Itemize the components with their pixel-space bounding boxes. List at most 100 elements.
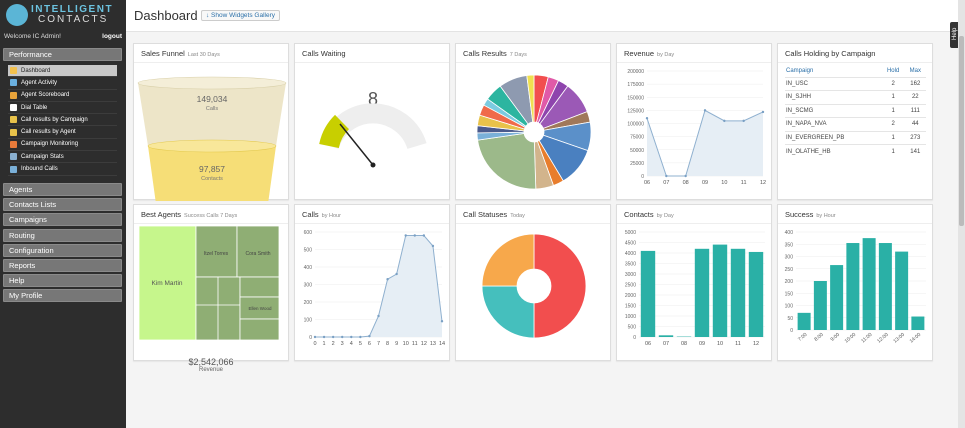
bar bbox=[830, 265, 844, 330]
nav-section[interactable]: Campaigns bbox=[3, 213, 122, 227]
data-point bbox=[350, 335, 353, 339]
pie-slice bbox=[481, 285, 535, 339]
pie-slice bbox=[533, 233, 587, 339]
x-tick-label: 7:00 bbox=[797, 332, 808, 343]
x-tick-label: 9 bbox=[395, 341, 398, 347]
bar bbox=[846, 243, 860, 330]
brand-line2: CONTACTS bbox=[38, 14, 109, 25]
y-tick-label: 100 bbox=[304, 318, 313, 324]
table-cell: IN_USC bbox=[785, 76, 882, 91]
y-tick-label: 3000 bbox=[625, 272, 636, 278]
data-point bbox=[413, 234, 416, 237]
y-tick-label: 100000 bbox=[627, 122, 644, 128]
table-cell: 1 bbox=[881, 144, 905, 158]
table-header[interactable]: Max bbox=[909, 68, 921, 75]
nav-section[interactable]: Configuration bbox=[3, 243, 122, 257]
widget-title: Sales Funnel Last 30 Days bbox=[141, 49, 220, 58]
y-tick-label: 2500 bbox=[625, 283, 636, 289]
data-point bbox=[341, 335, 344, 339]
y-tick-label: 4500 bbox=[625, 241, 636, 247]
nav-section[interactable]: Agents bbox=[3, 183, 122, 196]
table-icon bbox=[10, 104, 17, 112]
table-cell: 162 bbox=[904, 76, 926, 91]
nav-section[interactable]: Routing bbox=[3, 228, 122, 242]
bar bbox=[694, 248, 710, 337]
x-tick-label: 11 bbox=[412, 341, 418, 347]
widget-title: Contacts by Day bbox=[624, 210, 674, 219]
table-header[interactable]: Campaign bbox=[786, 68, 814, 75]
x-tick-label: 3 bbox=[341, 341, 344, 347]
nav-section[interactable]: Reports bbox=[3, 259, 122, 272]
scrollbar-thumb[interactable] bbox=[959, 36, 964, 226]
nav-sub-item[interactable]: Call results by Campaign bbox=[8, 114, 117, 127]
funnel-calls-label: Calls bbox=[206, 106, 218, 112]
widget-title: Calls Holding by Campaign bbox=[785, 49, 876, 58]
nav-sub-item[interactable]: Inbound Calls bbox=[8, 163, 117, 176]
nav-section[interactable]: Contacts Lists bbox=[3, 198, 122, 212]
nav-sub-item[interactable]: Dashboard bbox=[8, 65, 117, 78]
nav-sub-item[interactable]: Agent Activity bbox=[8, 77, 117, 90]
y-tick-label: 150 bbox=[785, 291, 794, 297]
bar bbox=[911, 316, 925, 330]
x-tick-label: 14:00 bbox=[909, 332, 923, 345]
table-row: IN_USC 2 162 bbox=[785, 76, 926, 91]
table-cell: IN_NAPA_NVA bbox=[785, 117, 882, 131]
x-tick-label: 08 bbox=[683, 180, 689, 186]
waiting-value: 8 bbox=[368, 89, 378, 109]
y-tick-label: 1500 bbox=[625, 304, 636, 310]
table-cell: IN_SCMG bbox=[785, 103, 882, 118]
table-cell: IN_EVERGREEN_PB bbox=[785, 130, 882, 145]
data-point bbox=[723, 119, 726, 123]
y-tick-label: 200 bbox=[785, 279, 794, 285]
data-point bbox=[395, 272, 398, 276]
nav-sub-item[interactable]: Agent Scoreboard bbox=[8, 90, 117, 102]
table-cell: 1 bbox=[881, 90, 905, 104]
nav-sub-label: Dial Table bbox=[21, 104, 48, 111]
data-point bbox=[422, 234, 426, 237]
scrollbar[interactable] bbox=[958, 0, 965, 428]
y-tick-label: 0 bbox=[790, 328, 793, 334]
logout-link[interactable]: logout bbox=[102, 33, 122, 40]
nav-performance[interactable]: Performance bbox=[3, 48, 122, 61]
waiting-gauge: 8 bbox=[319, 89, 427, 168]
y-tick-label: 50 bbox=[787, 316, 793, 322]
nav-sub-item[interactable]: Campaign Monitoring bbox=[8, 139, 117, 152]
table-cell: 111 bbox=[904, 103, 926, 118]
widget-title: Calls Waiting bbox=[302, 49, 346, 58]
table-cell: IN_SJHH bbox=[785, 90, 882, 104]
data-point bbox=[322, 335, 326, 339]
y-tick-label: 5000 bbox=[625, 230, 636, 236]
table-header[interactable]: Hold bbox=[886, 68, 900, 75]
data-point bbox=[684, 174, 687, 178]
nav-sub-item[interactable]: Dial Table bbox=[8, 102, 117, 115]
success-by-hour-chart: 0 50 100 150 200 250 300 350 400 7:00 8:00 9:00 10:0… bbox=[785, 230, 926, 345]
nav-section[interactable]: Help bbox=[3, 274, 122, 288]
x-tick-label: 06 bbox=[645, 341, 651, 347]
call-statuses-chart bbox=[481, 233, 587, 339]
nav-sub-item[interactable]: Campaign Stats bbox=[8, 151, 117, 164]
x-tick-label: 12:00 bbox=[876, 332, 890, 345]
data-point bbox=[331, 335, 335, 339]
data-point bbox=[703, 109, 707, 112]
header: Dashboard ↓ Show Widgets Gallery bbox=[126, 0, 958, 32]
widget-calls-waiting: Calls Waiting 8 bbox=[294, 43, 450, 200]
y-tick-label: 0 bbox=[309, 335, 312, 341]
widget-calls-results: Calls Results 7 Days bbox=[455, 43, 611, 200]
bar bbox=[862, 238, 876, 330]
show-widgets-button[interactable]: ↓ Show Widgets Gallery bbox=[201, 10, 280, 21]
y-tick-label: 25000 bbox=[630, 161, 644, 167]
treemap-label: Kim Martin bbox=[151, 280, 182, 287]
nav-sub-label: Dashboard bbox=[21, 67, 51, 74]
nav-section[interactable]: My Profile bbox=[3, 289, 122, 303]
y-tick-label: 400 bbox=[304, 265, 313, 271]
x-tick-label: 07 bbox=[663, 341, 669, 347]
brand-logo[interactable]: INTELLIGENT CONTACTS bbox=[0, 0, 126, 30]
x-tick-label: 10 bbox=[403, 341, 409, 347]
x-tick-label: 6 bbox=[368, 341, 371, 347]
nav-sub-label: Agent Scoreboard bbox=[21, 92, 70, 99]
widget-calls-holding: Calls Holding by Campaign Campaign Hold Ma… bbox=[777, 43, 933, 200]
widget-title: Success by Hour bbox=[785, 210, 836, 219]
x-tick-label: 7 bbox=[377, 341, 380, 347]
nav-sub-item[interactable]: Call results by Agent bbox=[8, 126, 117, 139]
data-point bbox=[742, 119, 745, 123]
